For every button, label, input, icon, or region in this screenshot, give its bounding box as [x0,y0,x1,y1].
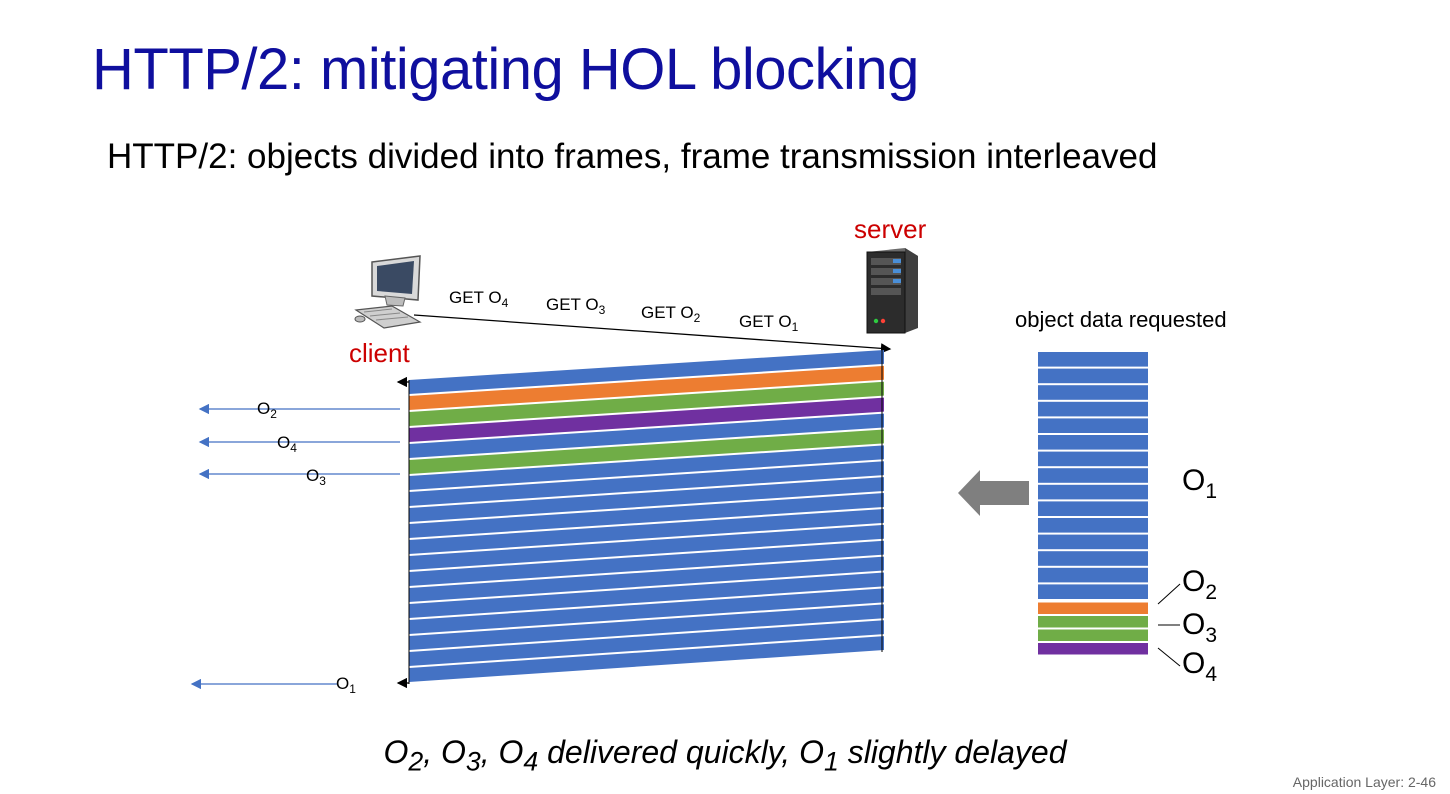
delivery-label-o4: O4 [277,433,297,455]
response-frame-o1 [409,445,884,490]
object-frame-o2 [1038,602,1148,614]
response-frame-o4 [409,397,884,442]
object-frame-o1 [1038,468,1148,483]
object-frame-o1 [1038,401,1148,417]
response-frame-o1 [409,636,884,682]
request-label-o1: GET O1 [739,312,799,334]
object-label-o4: O4 [1182,647,1217,686]
delivery-label-o3: O3 [306,466,326,488]
server-tower-icon [866,248,918,334]
response-frame-o1 [409,556,884,602]
caption-o1: O1 slightly delayed [799,734,1067,777]
caption-o3: O3, [441,734,499,777]
response-frame-o1 [409,620,884,666]
response-frame-o3 [409,429,884,474]
response-frame-o1 [409,508,884,554]
object-frame-o1 [1038,534,1148,550]
response-frame-o1 [409,524,884,570]
o2-leader-line [1157,583,1181,605]
delivery-label-o1: O1 [336,674,356,696]
request-label-o3: GET O3 [546,295,606,317]
response-frames [409,350,884,682]
response-frame-o2 [409,365,884,410]
object-frame-o1 [1038,451,1148,467]
object-frame-o3 [1038,616,1148,628]
request-label-o2: GET O2 [641,303,701,325]
object-frame-o1 [1038,385,1148,400]
object-frame-o3 [1038,629,1148,641]
server-label: server [854,214,927,244]
object-frame-o1 [1038,368,1148,384]
object-label-o3: O3 [1182,608,1217,647]
object-frame-o1 [1038,551,1148,566]
big-left-arrow-icon [958,470,1029,516]
delivery-label-o2: O2 [257,399,277,421]
object-frame-o1 [1038,584,1148,599]
request-label-o4: GET O4 [449,288,509,310]
caption: O2, O3, O4 delivered quickly, O1 slightl… [0,734,1450,777]
object-frame-o1 [1038,435,1148,450]
object-frame-o1 [1038,418,1148,433]
request-arrow [413,314,892,354]
response-frame-o1 [409,413,884,458]
slide-title: HTTP/2: mitigating HOL blocking [92,37,919,102]
object-data-requested-label: object data requested [1015,307,1227,332]
client-label: client [349,338,410,368]
response-frame-o1 [409,350,884,394]
object-frame-o1 [1038,567,1148,583]
o4-leader-line [1157,647,1181,667]
caption-o2: O2, [383,734,441,777]
response-frame-o1 [409,572,884,618]
caption-o4: O4 delivered quickly, [498,734,800,777]
response-frame-o1 [409,461,884,506]
response-frame-o1 [409,604,884,650]
slide-footer: Application Layer: 2-46 [1292,774,1436,790]
object-frame-o4 [1038,643,1148,655]
response-frame-o1 [409,493,884,538]
response-frame-o1 [409,588,884,634]
object-data-stack [1038,352,1148,655]
object-label-o2: O2 [1182,565,1217,604]
object-frame-o1 [1038,484,1148,500]
response-frame-o3 [409,381,884,426]
response-frame-o1 [409,540,884,586]
object-label-o1: O1 [1182,464,1217,503]
slide-subtitle: HTTP/2: objects divided into frames, fra… [107,137,1158,176]
object-frame-o1 [1038,518,1148,533]
delivery-arrows [190,403,400,690]
object-frame-o1 [1038,501,1148,516]
response-frame-o1 [409,477,884,522]
object-frame-o1 [1038,352,1148,367]
desktop-computer-icon [354,255,422,329]
